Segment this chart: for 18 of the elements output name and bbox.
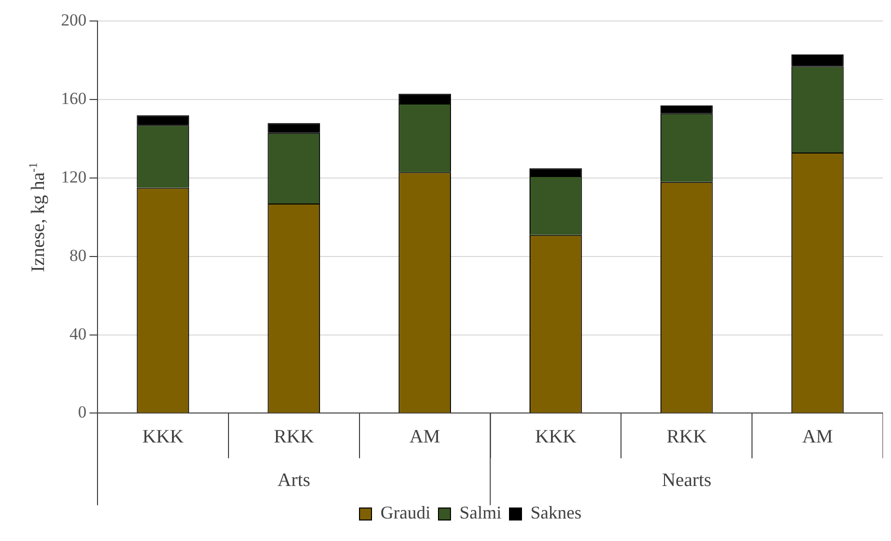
- x-tick-label: KKK: [535, 426, 577, 448]
- y-tick-label: 200: [61, 10, 86, 30]
- y-tick-label: 160: [61, 89, 86, 108]
- text: Arts: [278, 470, 310, 492]
- legend-label: Salmi: [459, 502, 502, 523]
- x-tick-label: RKK: [666, 426, 707, 448]
- x-tick-label: AM: [409, 426, 440, 448]
- x-tick-label: RKK: [274, 426, 314, 448]
- y-tick-label: 40: [70, 324, 86, 344]
- y-tick-label: 80: [70, 246, 86, 265]
- y-tick-label: 120: [61, 167, 86, 186]
- y-axis-title: Iznese, kg ha-1: [26, 162, 49, 272]
- x-tick-label: AM: [802, 426, 833, 448]
- legend-label: Graudi: [380, 502, 430, 523]
- y-tick-label: 0: [78, 402, 86, 422]
- text: Nearts: [662, 470, 712, 492]
- legend-label: Saknes: [530, 502, 582, 523]
- x-tick-label: KKK: [142, 426, 184, 448]
